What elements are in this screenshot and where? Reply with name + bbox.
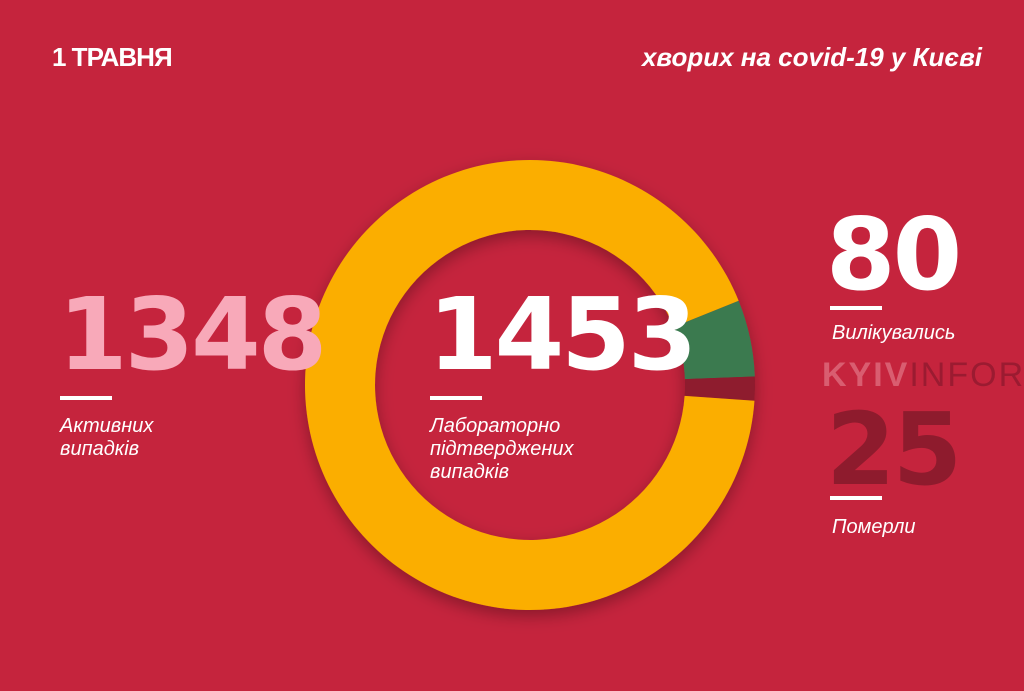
recovered-label: Вилікувались xyxy=(832,322,956,344)
donut-slice xyxy=(684,376,755,401)
kyivinform-watermark: KYIVINFORM xyxy=(822,356,1024,394)
total-label-line: випадків xyxy=(430,461,510,483)
infographic-title: хворих на covid-19 у Києві xyxy=(641,42,982,72)
total-divider xyxy=(430,396,482,400)
watermark-part2: INFORM xyxy=(909,356,1024,394)
donut-slice xyxy=(673,300,755,380)
watermark-part1: KYIV xyxy=(822,356,910,394)
recovered-value: 80 xyxy=(826,196,962,313)
deaths-label: Померли xyxy=(832,516,916,538)
deaths-divider xyxy=(830,496,882,500)
donut-slice xyxy=(305,159,755,610)
active-cases-label: Активних випадків xyxy=(60,415,154,460)
deaths-value: 25 xyxy=(826,391,962,508)
active-divider xyxy=(60,396,112,400)
total-cases-value: 1453 xyxy=(428,276,697,393)
recovered-divider xyxy=(830,306,882,310)
total-label-line: підтверджених xyxy=(430,438,574,460)
date-label: 1 ТРАВНЯ xyxy=(52,42,173,72)
active-cases-value: 1348 xyxy=(58,276,327,393)
total-label-line: Лабораторно xyxy=(430,415,561,437)
total-cases-label: Лабораторно підтверджених випадків xyxy=(430,415,573,484)
